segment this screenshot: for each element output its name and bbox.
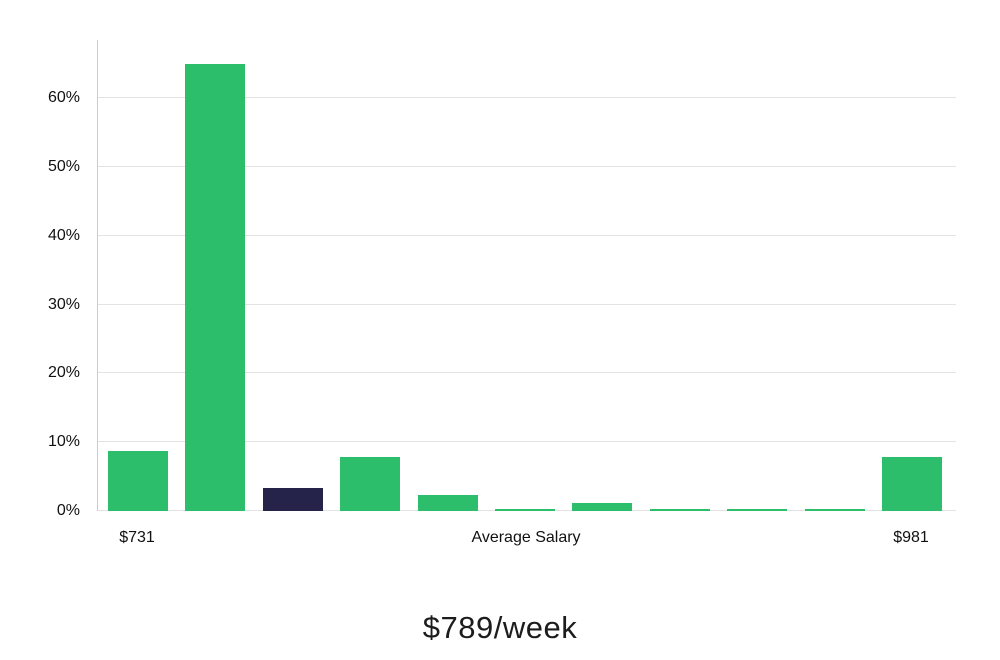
gridline xyxy=(98,234,956,236)
histogram-bar xyxy=(185,64,246,511)
plot-area xyxy=(97,40,956,511)
x-axis-min-label: $731 xyxy=(119,529,155,546)
gridline xyxy=(98,97,956,99)
x-axis: $731 Average Salary $981 xyxy=(97,529,955,555)
histogram-bar xyxy=(108,451,168,511)
histogram-bar xyxy=(572,502,633,511)
histogram-bar xyxy=(340,457,401,511)
highlighted-average-bar xyxy=(262,487,323,511)
y-axis: 0% 10% 20% 30% 40% 50% 60% xyxy=(0,40,90,519)
y-axis-tick-label: 60% xyxy=(47,89,80,107)
gridline xyxy=(98,372,956,374)
histogram-bar xyxy=(882,457,942,511)
histogram-bar xyxy=(417,495,478,511)
gridline xyxy=(98,441,956,443)
chart-title: $789/week xyxy=(422,610,578,645)
y-axis-tick-label: 30% xyxy=(47,295,80,313)
y-axis-tick-label: 40% xyxy=(47,226,80,244)
x-axis-max-label: $981 xyxy=(893,529,929,546)
gridline xyxy=(98,303,956,305)
histogram-bar xyxy=(727,508,788,511)
y-axis-tick-label: 20% xyxy=(47,364,80,382)
y-axis-tick-label: 50% xyxy=(47,158,80,176)
y-axis-tick-label: 0% xyxy=(56,502,80,519)
histogram-bar xyxy=(649,508,710,511)
gridline xyxy=(98,166,956,168)
histogram-bar xyxy=(495,508,555,511)
x-axis-title: Average Salary xyxy=(471,529,581,546)
histogram-bar xyxy=(804,508,865,511)
y-axis-tick-label: 10% xyxy=(47,433,80,451)
